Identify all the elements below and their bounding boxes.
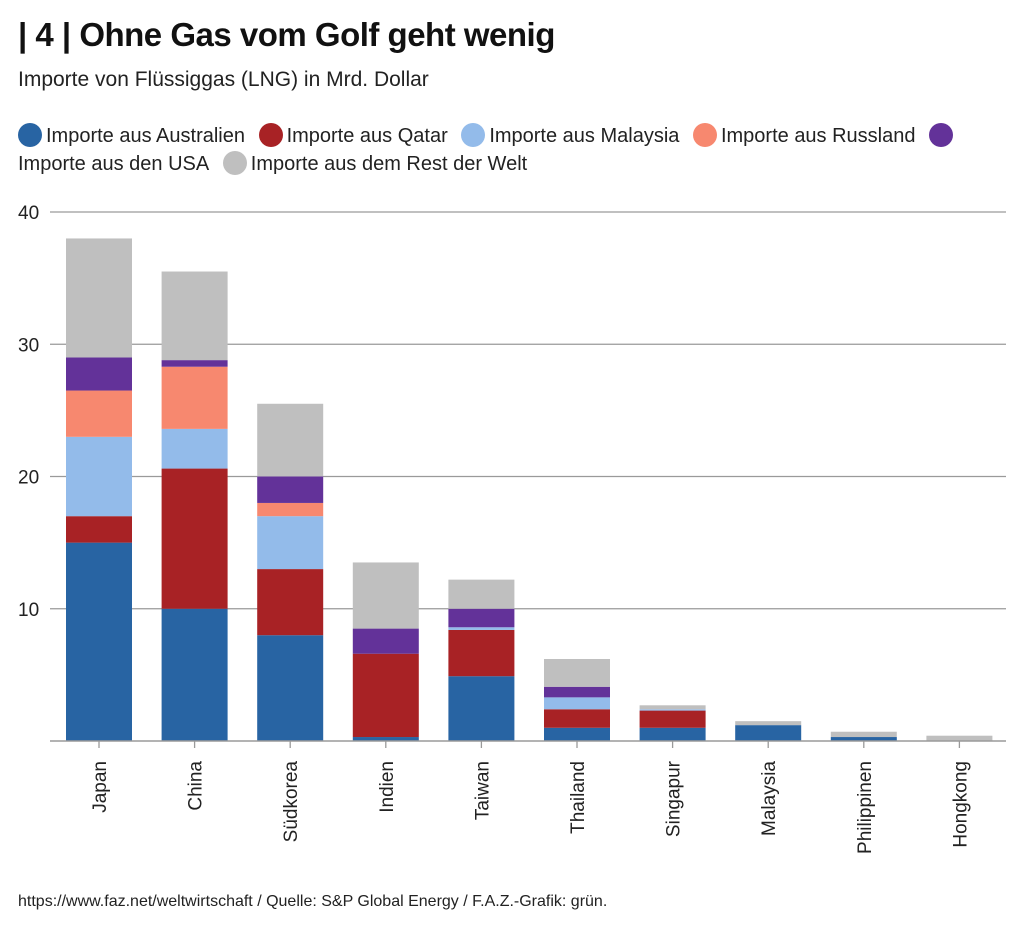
bar-segment [161,366,228,429]
bar-segment [257,635,324,741]
legend-item: Importe aus Australien [18,123,245,147]
legend-item: Importe aus dem Rest der Welt [222,151,528,175]
bar-segment [830,731,897,738]
legend-swatch-icon [258,123,283,147]
bar-segment [639,727,706,741]
bar-segment [161,468,228,609]
bar-segment [448,676,515,741]
x-tick-label: Südkorea [281,761,302,843]
legend-swatch-icon [222,151,247,175]
y-tick-label: 30 [18,335,39,356]
bar-segment [257,502,324,517]
stacked-bar-chart: 10 20 30 40 Japan China Südkorea Indien Taiwan Th… [18,203,1006,854]
legend-swatch-icon [692,123,717,147]
bar-segment [257,476,324,503]
bar-segment [639,710,706,728]
x-tick-label: Hongkong [950,761,971,848]
bar-segment [161,360,228,367]
legend-label: Importe aus Russland [720,125,916,147]
legend-item: Importe aus Qatar [258,123,448,147]
x-tick-label: Japan [90,761,111,813]
x-tick-label: Indien [377,761,398,813]
bar-segment [544,686,610,698]
bar-segment [66,238,132,358]
legend-label: Importe aus Qatar [286,125,448,147]
x-tick-label: China [186,761,207,811]
legend-item: Importe aus den USA [18,123,957,175]
bar-segment [161,428,228,469]
bar-segment [448,627,515,630]
x-tick-label: Thailand [568,761,589,834]
bar-segment [352,562,419,629]
bar-segment [352,737,419,741]
legend-item: Importe aus Malaysia [461,123,680,147]
bar-segment [66,357,132,391]
bar-segment [544,697,610,710]
bar-segment [257,569,324,636]
x-tick-label: Philippinen [855,761,876,854]
y-tick-label: 10 [18,600,39,621]
bar-segment [639,709,706,711]
legend-label: Importe aus den USA [18,153,210,175]
bar-segment [257,516,324,570]
bar-segment [544,709,610,728]
x-tick-label: Singapur [664,760,685,837]
legend-item: Importe aus Russland [692,123,916,147]
y-tick-label: 20 [18,468,39,489]
legend: Importe aus Australien Importe aus Qatar… [18,122,978,178]
bar-segment [161,271,228,361]
bar-segment [448,579,515,609]
bar-segment [448,629,515,677]
legend-swatch-icon [461,123,486,147]
source-footer: https://www.faz.net/weltwirtschaft / Que… [18,893,608,910]
bar-segment [926,735,993,741]
bar-segment [735,721,802,726]
x-tick-label: Taiwan [472,761,493,820]
bar-segment [544,659,610,687]
bar-segment [352,628,419,654]
legend-label: Importe aus Australien [46,125,245,147]
chart-subtitle: Importe von Flüssiggas (LNG) in Mrd. Dol… [18,68,429,91]
bar-segment [639,705,706,710]
legend-label: Importe aus dem Rest der Welt [250,153,528,175]
bar-segment [66,436,132,517]
bar-segment [66,516,132,543]
bar-segment [161,608,228,741]
bar-segment [352,653,419,738]
bar-segment [544,727,610,741]
legend-swatch-icon [929,123,954,147]
bar-segment [66,542,132,741]
bar-segment [66,390,132,437]
bar-segment [257,403,324,477]
bar-segment [830,737,897,741]
legend-label: Importe aus Malaysia [489,125,680,147]
legend-swatch-icon [18,123,42,147]
chart-title: | 4 | Ohne Gas vom Golf geht wenig [18,16,555,53]
y-tick-label: 40 [18,203,39,224]
bar-segment [735,725,802,741]
x-tick-label: Malaysia [759,761,780,836]
bar-segment [448,608,515,628]
